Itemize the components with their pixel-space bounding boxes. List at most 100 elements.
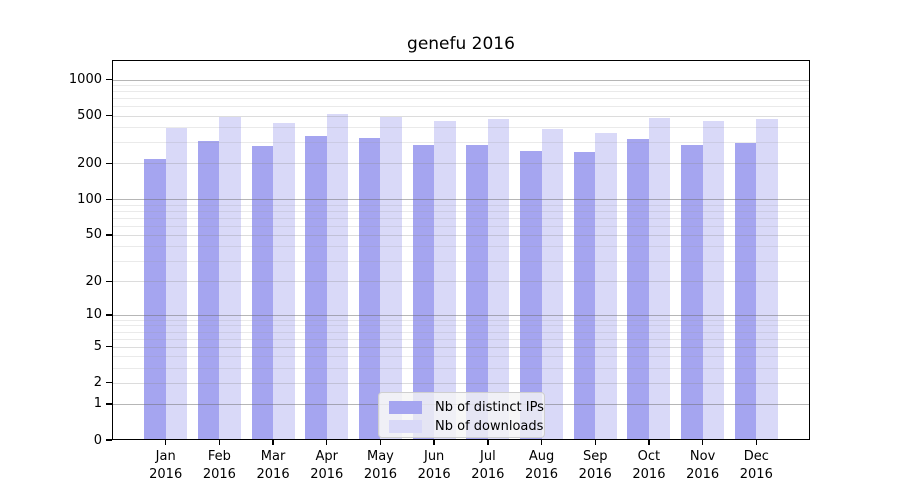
gridline — [112, 346, 810, 348]
bar-distinct-ips — [251, 146, 274, 440]
x-tick-label: Dec 2016 — [739, 449, 773, 482]
gridline — [112, 281, 810, 283]
y-tick-label: 20 — [85, 273, 102, 289]
gridline — [112, 199, 810, 201]
x-tick — [755, 440, 757, 445]
y-tick — [106, 280, 112, 282]
y-tick — [106, 115, 112, 117]
bar-downloads — [434, 120, 456, 440]
gridline — [112, 127, 810, 129]
legend-swatch-distinct-ips — [389, 401, 422, 414]
x-tick-label: Jul 2016 — [471, 449, 505, 482]
bar-downloads — [648, 117, 671, 440]
legend-item: Nb of distinct IPs — [389, 398, 544, 417]
x-tick — [326, 440, 328, 445]
plot-area — [112, 60, 810, 440]
y-tick — [106, 162, 112, 165]
bar-distinct-ips — [734, 143, 757, 440]
y-tick-label: 50 — [85, 227, 102, 243]
gridline — [112, 325, 810, 327]
legend-item: Nb of downloads — [389, 417, 544, 436]
bar-distinct-ips — [412, 145, 435, 440]
bar-downloads — [273, 123, 295, 440]
gridline — [112, 217, 810, 219]
bar-distinct-ips — [305, 135, 327, 440]
x-tick-label: Feb 2016 — [202, 449, 236, 482]
gridline — [112, 163, 810, 165]
bar-distinct-ips — [520, 150, 542, 440]
bar-distinct-ips — [358, 137, 381, 440]
bar-downloads — [380, 116, 402, 440]
gridline — [112, 314, 810, 316]
x-tick-label: Sep 2016 — [578, 449, 612, 482]
gridline — [112, 246, 810, 248]
x-tick — [701, 440, 704, 445]
x-tick — [648, 440, 650, 445]
x-tick-label: Mar 2016 — [256, 449, 290, 482]
y-tick — [106, 198, 112, 200]
gridline — [112, 79, 810, 81]
x-tick-label: May 2016 — [363, 449, 397, 482]
y-tick-label: 5 — [93, 339, 102, 355]
x-tick-label: Nov 2016 — [686, 449, 720, 482]
bar-downloads — [219, 116, 241, 440]
bar-distinct-ips — [466, 144, 488, 440]
gridline — [112, 115, 810, 117]
x-tick — [272, 440, 274, 445]
legend: Nb of distinct IPs Nb of downloads — [378, 392, 545, 438]
y-tick — [106, 381, 112, 384]
y-tick — [106, 314, 112, 316]
bar-distinct-ips — [681, 145, 703, 440]
bar-distinct-ips — [627, 138, 649, 440]
x-tick — [433, 440, 435, 445]
y-tick-label: 0 — [93, 432, 102, 448]
x-tick — [218, 440, 221, 445]
bar-downloads — [541, 128, 563, 440]
y-tick — [106, 234, 112, 236]
y-tick-label: 1000 — [68, 72, 102, 88]
bar-downloads — [326, 113, 349, 440]
x-tick-label: Oct 2016 — [632, 449, 666, 482]
y-tick-label: 200 — [77, 155, 102, 171]
gridline — [112, 210, 810, 212]
x-tick-label: Jun 2016 — [417, 449, 451, 482]
x-tick — [540, 440, 543, 445]
gridline — [112, 204, 810, 206]
bar-distinct-ips — [197, 141, 220, 440]
gridline — [112, 85, 810, 87]
x-tick — [594, 440, 596, 445]
gridline — [112, 225, 810, 227]
gridline — [112, 356, 810, 358]
gridline — [112, 260, 810, 262]
bar-downloads — [595, 133, 617, 440]
y-tick-label: 10 — [85, 307, 102, 323]
gridline — [112, 319, 810, 321]
bar-distinct-ips — [573, 152, 596, 440]
legend-label-distinct-ips: Nb of distinct IPs — [435, 400, 544, 415]
bar-downloads — [487, 118, 510, 440]
gridline — [112, 338, 810, 340]
bar-distinct-ips — [144, 158, 166, 440]
y-tick-label: 1 — [93, 396, 102, 412]
gridline — [112, 234, 810, 236]
x-tick — [164, 440, 167, 445]
y-tick-label: 2 — [93, 375, 102, 391]
gridline — [112, 91, 810, 93]
bar-downloads — [756, 118, 778, 440]
x-tick — [487, 440, 489, 445]
x-tick-label: Apr 2016 — [310, 449, 344, 482]
x-tick-label: Aug 2016 — [524, 449, 559, 482]
legend-label-downloads: Nb of downloads — [435, 419, 544, 434]
gridline — [112, 331, 810, 333]
y-tick — [106, 78, 112, 81]
gridline — [112, 106, 810, 108]
gridline — [112, 98, 810, 100]
legend-swatch-downloads — [389, 420, 422, 433]
y-tick-label: 500 — [77, 108, 102, 124]
x-tick-label: Jan 2016 — [149, 449, 183, 482]
gridline — [112, 142, 810, 144]
chart-title: genefu 2016 — [407, 34, 515, 54]
y-tick — [106, 403, 112, 405]
y-tick — [106, 439, 112, 441]
